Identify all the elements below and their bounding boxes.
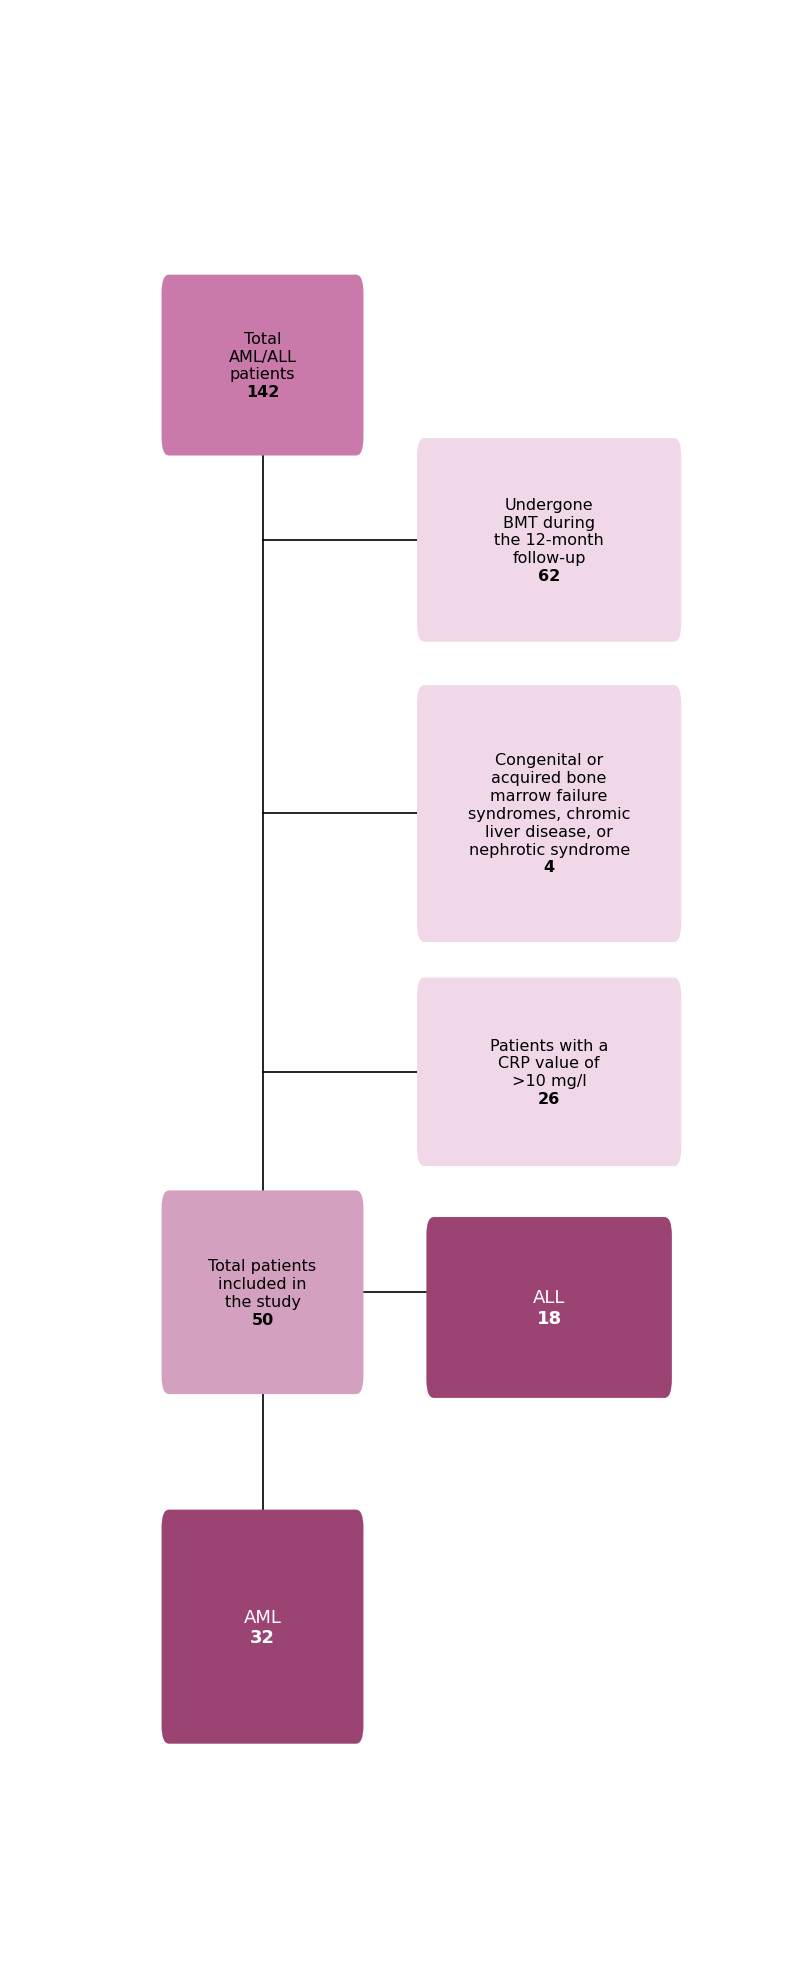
Text: Total: Total — [243, 331, 281, 347]
FancyBboxPatch shape — [426, 1217, 671, 1399]
Text: CRP value of: CRP value of — [498, 1056, 599, 1071]
Text: 142: 142 — [246, 385, 279, 401]
Text: BMT during: BMT during — [503, 515, 594, 531]
FancyBboxPatch shape — [417, 979, 680, 1166]
Text: Total patients: Total patients — [208, 1259, 316, 1273]
Text: AML/ALL: AML/ALL — [228, 349, 296, 365]
Text: patients: patients — [230, 367, 295, 383]
Text: acquired bone: acquired bone — [491, 771, 606, 785]
Text: Patients with a: Patients with a — [489, 1038, 608, 1054]
Text: 4: 4 — [543, 860, 554, 876]
Text: Undergone: Undergone — [504, 497, 593, 513]
Text: the 12-month: the 12-month — [494, 533, 603, 548]
Text: 32: 32 — [250, 1628, 275, 1645]
FancyBboxPatch shape — [161, 1509, 363, 1744]
FancyBboxPatch shape — [161, 1192, 363, 1395]
Text: 18: 18 — [536, 1308, 561, 1328]
Text: 26: 26 — [537, 1091, 560, 1107]
FancyBboxPatch shape — [161, 276, 363, 456]
Text: follow-up: follow-up — [512, 550, 585, 566]
Text: ALL: ALL — [532, 1288, 565, 1306]
Text: 50: 50 — [251, 1312, 273, 1328]
Text: syndromes, chromic: syndromes, chromic — [467, 807, 630, 821]
FancyBboxPatch shape — [417, 438, 680, 643]
FancyBboxPatch shape — [417, 687, 680, 943]
Text: liver disease, or: liver disease, or — [484, 825, 613, 839]
Text: nephrotic syndrome: nephrotic syndrome — [468, 842, 629, 856]
Text: AML: AML — [243, 1608, 281, 1626]
Text: Congenital or: Congenital or — [495, 754, 602, 767]
Text: included in: included in — [218, 1277, 307, 1290]
Text: 62: 62 — [537, 568, 560, 584]
Text: >10 mg/l: >10 mg/l — [512, 1073, 585, 1089]
Text: marrow failure: marrow failure — [490, 789, 607, 803]
Text: the study: the study — [224, 1294, 300, 1308]
